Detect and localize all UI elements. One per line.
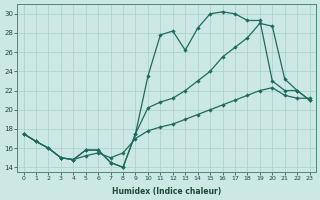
X-axis label: Humidex (Indice chaleur): Humidex (Indice chaleur) <box>112 187 221 196</box>
